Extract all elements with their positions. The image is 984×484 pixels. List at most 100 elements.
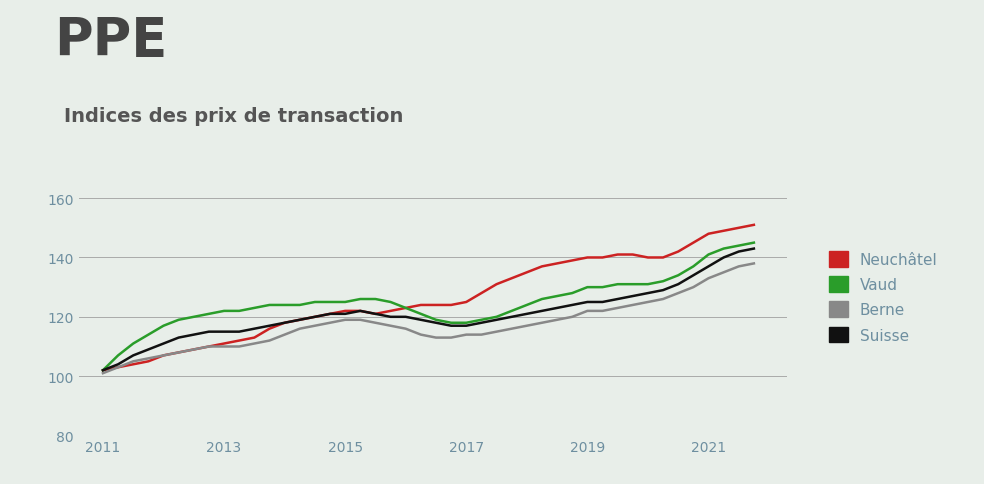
Neuchâtel [203,344,215,349]
Suisse [415,317,427,323]
Berne [688,285,700,290]
Berne [400,326,411,332]
Vaud [385,300,397,305]
Berne [627,302,639,308]
Neuchâtel [339,308,351,314]
Vaud [475,317,487,323]
Suisse [627,293,639,299]
Vaud [733,243,745,249]
Neuchâtel [294,317,306,323]
Suisse [264,323,276,329]
Suisse [112,362,124,367]
Suisse [672,282,684,287]
Neuchâtel [233,338,245,344]
Suisse [248,326,260,332]
Neuchâtel [157,353,169,359]
Neuchâtel [536,264,548,270]
Berne [582,308,593,314]
Berne [127,359,139,364]
Vaud [188,314,200,320]
Suisse [188,332,200,338]
Suisse [324,311,336,317]
Suisse [278,320,290,326]
Berne [385,323,397,329]
Neuchâtel [143,359,154,364]
Suisse [521,311,532,317]
Vaud [127,341,139,347]
Berne [324,320,336,326]
Suisse [551,305,563,311]
Suisse [612,297,624,302]
Suisse [657,287,669,293]
Vaud [536,297,548,302]
Neuchâtel [370,311,382,317]
Neuchâtel [672,249,684,255]
Vaud [506,308,518,314]
Neuchâtel [612,252,624,258]
Vaud [672,273,684,279]
Neuchâtel [506,276,518,282]
Berne [339,317,351,323]
Suisse [567,302,579,308]
Vaud [445,320,457,326]
Neuchâtel [278,320,290,326]
Vaud [657,279,669,285]
Neuchâtel [688,240,700,246]
Vaud [294,302,306,308]
Berne [370,320,382,326]
Berne [642,300,653,305]
Vaud [309,300,321,305]
Berne [173,350,185,356]
Berne [354,317,366,323]
Suisse [748,246,760,252]
Neuchâtel [97,367,109,373]
Berne [536,320,548,326]
Berne [112,364,124,370]
Berne [703,276,714,282]
Vaud [627,282,639,287]
Berne [430,335,442,341]
Berne [672,290,684,296]
Neuchâtel [733,226,745,231]
Neuchâtel [127,362,139,367]
Suisse [642,290,653,296]
Suisse [203,329,215,335]
Vaud [551,293,563,299]
Suisse [430,320,442,326]
Line: Vaud: Vaud [103,243,754,370]
Berne [415,332,427,338]
Neuchâtel [430,302,442,308]
Neuchâtel [657,255,669,261]
Neuchâtel [248,335,260,341]
Neuchâtel [385,308,397,314]
Vaud [218,308,230,314]
Vaud [112,353,124,359]
Suisse [506,314,518,320]
Suisse [536,308,548,314]
Neuchâtel [461,300,472,305]
Suisse [461,323,472,329]
Neuchâtel [703,231,714,237]
Vaud [324,300,336,305]
Vaud [612,282,624,287]
Suisse [582,300,593,305]
Suisse [354,308,366,314]
Berne [521,323,532,329]
Neuchâtel [551,261,563,267]
Berne [309,323,321,329]
Neuchâtel [642,255,653,261]
Vaud [278,302,290,308]
Vaud [703,252,714,258]
Text: Indices des prix de transaction: Indices des prix de transaction [64,106,403,125]
Berne [233,344,245,349]
Berne [748,261,760,267]
Suisse [370,311,382,317]
Line: Suisse: Suisse [103,249,754,370]
Neuchâtel [748,223,760,228]
Vaud [521,302,532,308]
Berne [97,371,109,377]
Berne [278,332,290,338]
Vaud [430,317,442,323]
Suisse [385,314,397,320]
Vaud [596,285,608,290]
